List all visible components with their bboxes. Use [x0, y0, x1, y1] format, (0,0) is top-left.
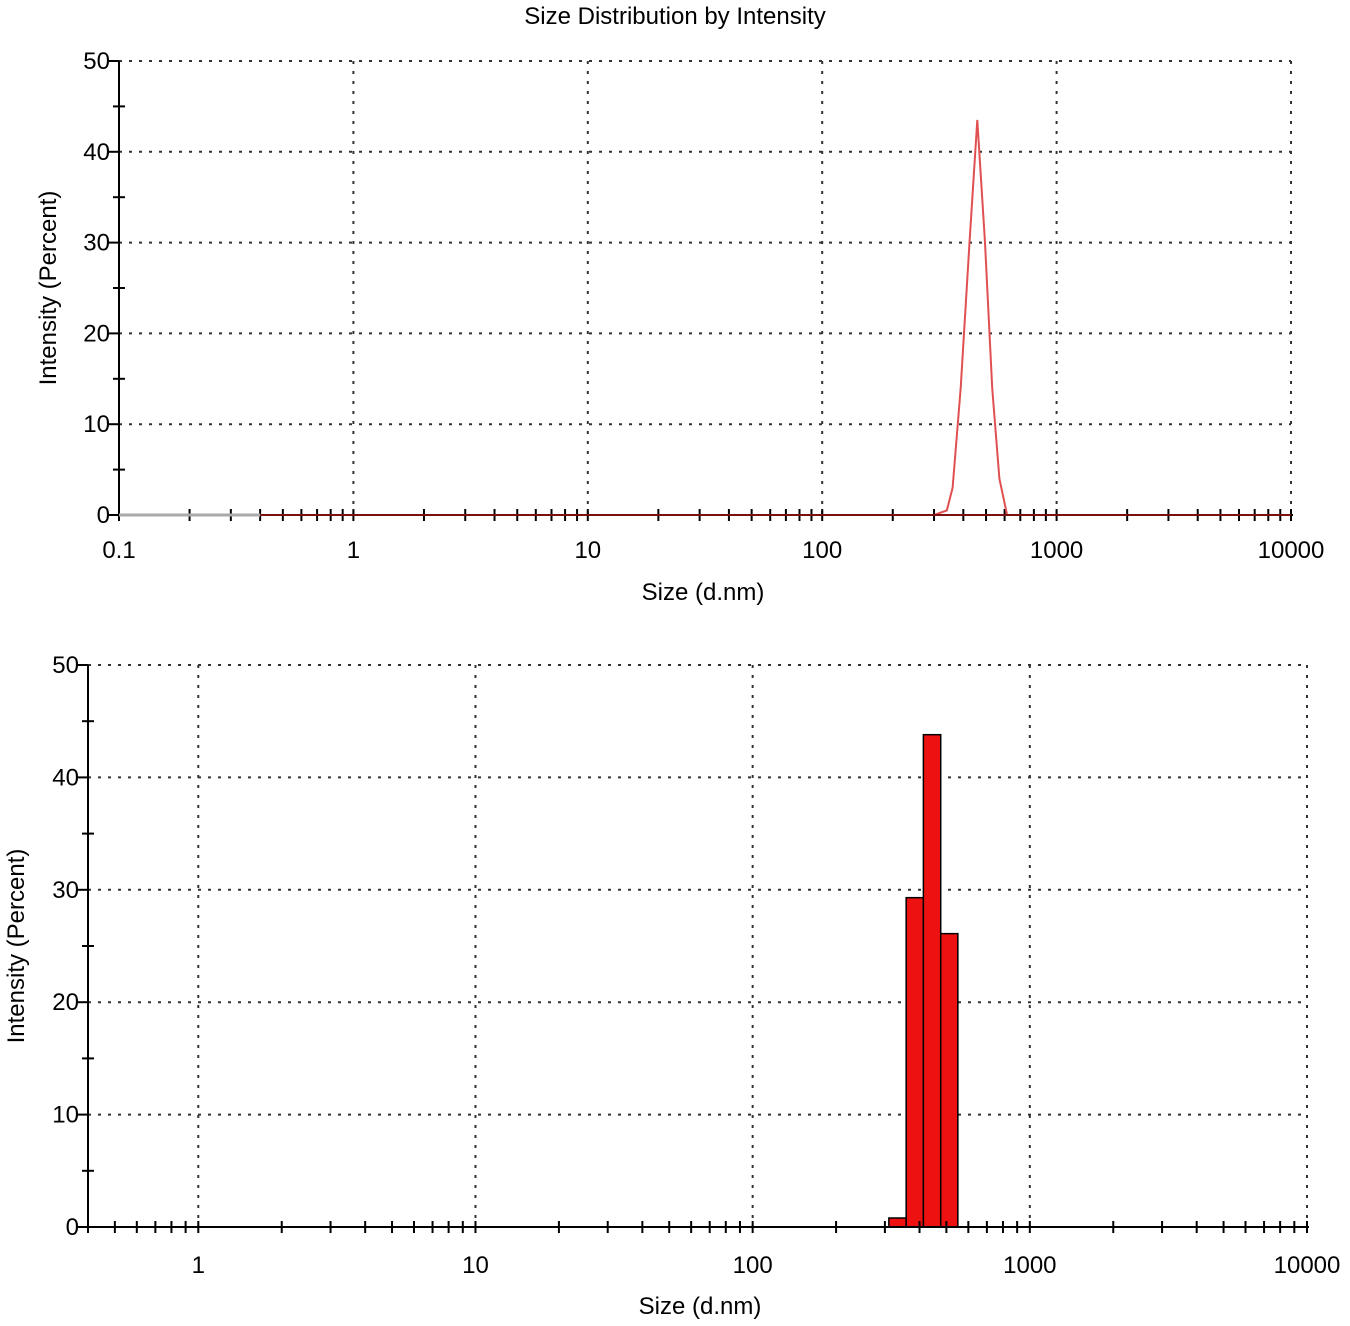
histogram-bar: [905, 896, 925, 1228]
x-tick-label: 10000: [1258, 537, 1325, 564]
y-tick-label: 20: [52, 989, 79, 1016]
x-tick-label: 1: [347, 537, 360, 564]
y-tick-label: 30: [83, 230, 110, 257]
intensity-line-chart: Size Distribution by Intensity 0.1 1 10 100…: [35, 3, 1324, 606]
x-tick-label: 0.1: [102, 537, 135, 564]
series-line: [119, 119, 1291, 516]
histogram-bar: [939, 932, 959, 1228]
y-tick-label: 0: [97, 502, 110, 529]
y-axis-title: Intensity (Percent): [3, 849, 30, 1044]
histogram-bar: [922, 733, 942, 1228]
tick-marks: [78, 664, 1308, 1233]
y-tick-label: 50: [83, 48, 110, 75]
y-tick-label: 10: [83, 411, 110, 438]
chart-title: Size Distribution by Intensity: [524, 3, 825, 30]
y-tick-label: 40: [83, 139, 110, 166]
y-tick-label: 0: [66, 1214, 79, 1241]
grid-lines: [119, 60, 1292, 515]
x-tick-label: 1000: [1003, 1252, 1056, 1279]
y-axis-title: Intensity (Percent): [35, 191, 62, 386]
tick-marks: [109, 60, 1292, 521]
x-tick-label: 10: [574, 537, 601, 564]
y-tick-label: 30: [52, 877, 79, 904]
y-tick-label: 10: [52, 1102, 79, 1129]
x-axis-title: Size (d.nm): [639, 1293, 762, 1320]
x-tick-label: 1000: [1030, 537, 1083, 564]
axes: [87, 665, 1309, 1228]
x-tick-label: 100: [802, 537, 842, 564]
y-tick-label: 50: [52, 652, 79, 679]
x-tick-label: 10: [462, 1252, 489, 1279]
bars: [888, 733, 959, 1228]
x-tick-label: 1: [192, 1252, 205, 1279]
x-axis-title: Size (d.nm): [642, 579, 765, 606]
series: [119, 119, 1291, 517]
y-tick-label: 40: [52, 764, 79, 791]
histogram-bar: [888, 1217, 907, 1228]
x-tick-labels: 1 10 100 1000 10000: [192, 1252, 1341, 1279]
axes: [118, 61, 1293, 516]
grid-lines: [88, 664, 1308, 1227]
x-tick-label: 10000: [1274, 1252, 1341, 1279]
x-tick-labels: 0.1 1 10 100 1000 10000: [102, 537, 1324, 564]
y-tick-labels: 0 10 20 30 40 50: [83, 48, 110, 529]
x-tick-label: 100: [733, 1252, 773, 1279]
y-tick-labels: 0 10 20 30 40 50: [52, 652, 79, 1241]
y-tick-label: 20: [83, 320, 110, 347]
